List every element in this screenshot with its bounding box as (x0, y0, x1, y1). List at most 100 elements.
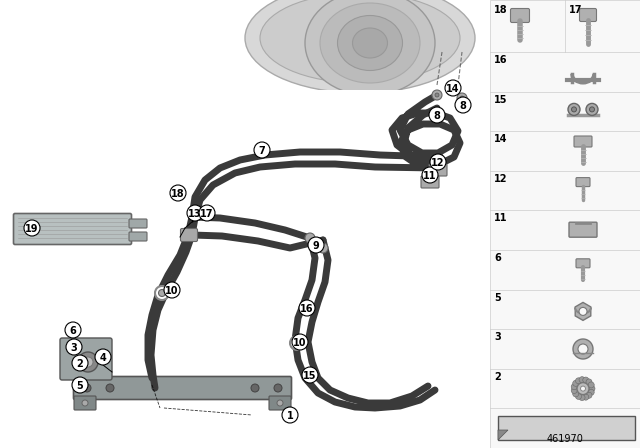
FancyBboxPatch shape (511, 9, 529, 22)
Circle shape (430, 154, 446, 170)
Text: 10: 10 (293, 337, 307, 348)
Bar (490, 0, 640, 448)
Circle shape (588, 382, 594, 388)
Circle shape (579, 307, 587, 315)
Circle shape (579, 377, 585, 383)
Text: 12: 12 (431, 158, 445, 168)
Circle shape (575, 393, 582, 400)
FancyBboxPatch shape (579, 9, 596, 22)
Text: 1: 1 (287, 410, 293, 421)
Circle shape (568, 103, 580, 116)
FancyBboxPatch shape (129, 219, 147, 228)
Text: 18: 18 (494, 5, 508, 15)
Circle shape (575, 378, 582, 384)
FancyBboxPatch shape (60, 338, 112, 380)
Circle shape (457, 93, 467, 103)
FancyBboxPatch shape (569, 222, 597, 237)
Text: 6: 6 (494, 253, 500, 263)
Circle shape (422, 167, 438, 183)
Circle shape (290, 336, 304, 350)
Text: 16: 16 (300, 303, 314, 314)
Circle shape (573, 380, 579, 386)
Text: 18: 18 (171, 189, 185, 198)
Circle shape (72, 377, 88, 393)
FancyBboxPatch shape (269, 396, 291, 410)
Text: 10: 10 (165, 285, 179, 296)
Circle shape (578, 344, 588, 354)
Circle shape (299, 300, 315, 316)
Circle shape (571, 384, 577, 390)
FancyBboxPatch shape (74, 376, 291, 400)
Circle shape (302, 367, 318, 383)
Circle shape (583, 377, 589, 383)
Text: 15: 15 (303, 370, 317, 380)
Circle shape (429, 107, 445, 123)
Circle shape (432, 90, 442, 100)
FancyBboxPatch shape (576, 259, 590, 268)
Polygon shape (498, 416, 635, 440)
FancyBboxPatch shape (576, 177, 590, 187)
Text: 9: 9 (312, 241, 319, 250)
Circle shape (82, 400, 88, 406)
Text: 19: 19 (25, 224, 39, 233)
FancyBboxPatch shape (74, 396, 96, 410)
Circle shape (251, 384, 259, 392)
FancyBboxPatch shape (429, 164, 447, 176)
Polygon shape (498, 430, 508, 440)
Circle shape (579, 395, 585, 401)
Text: 16: 16 (494, 55, 508, 65)
Text: 17: 17 (200, 208, 214, 219)
Ellipse shape (260, 0, 460, 83)
Text: 13: 13 (188, 208, 202, 219)
Ellipse shape (320, 3, 420, 83)
Text: 3: 3 (70, 343, 77, 353)
Text: 6: 6 (70, 326, 76, 336)
Circle shape (65, 322, 81, 338)
Text: 11: 11 (423, 171, 436, 181)
Circle shape (72, 355, 88, 371)
Circle shape (294, 340, 301, 346)
Bar (0, 90, 490, 448)
Text: 14: 14 (494, 134, 508, 144)
Circle shape (277, 400, 283, 406)
Text: 7: 7 (259, 146, 266, 155)
Text: 11: 11 (494, 213, 508, 224)
Text: 8: 8 (433, 111, 440, 121)
Circle shape (274, 384, 282, 392)
Text: 2: 2 (77, 358, 83, 369)
Circle shape (24, 220, 40, 236)
Circle shape (106, 384, 114, 392)
Circle shape (435, 93, 439, 97)
Circle shape (164, 282, 180, 298)
Circle shape (572, 107, 577, 112)
Circle shape (583, 394, 589, 400)
Circle shape (586, 103, 598, 116)
Text: 15: 15 (494, 95, 508, 104)
Text: 17: 17 (569, 5, 582, 15)
Circle shape (586, 379, 592, 385)
Circle shape (589, 107, 595, 112)
Text: 2: 2 (494, 372, 500, 382)
Ellipse shape (305, 0, 435, 95)
Circle shape (573, 339, 593, 359)
Circle shape (445, 80, 461, 96)
FancyBboxPatch shape (574, 136, 592, 147)
Circle shape (589, 386, 595, 392)
Circle shape (305, 233, 315, 243)
Circle shape (187, 205, 203, 221)
Ellipse shape (353, 28, 387, 58)
Circle shape (577, 383, 589, 395)
Text: 3: 3 (494, 332, 500, 342)
Circle shape (155, 286, 169, 300)
Circle shape (254, 142, 270, 158)
Text: 8: 8 (460, 100, 467, 111)
Text: 12: 12 (494, 174, 508, 184)
Circle shape (308, 237, 324, 253)
Circle shape (83, 384, 91, 392)
Text: 5: 5 (494, 293, 500, 302)
FancyBboxPatch shape (13, 214, 131, 245)
Circle shape (170, 185, 186, 201)
Text: 5: 5 (77, 380, 83, 391)
Text: 461970: 461970 (547, 434, 584, 444)
Circle shape (83, 357, 93, 367)
